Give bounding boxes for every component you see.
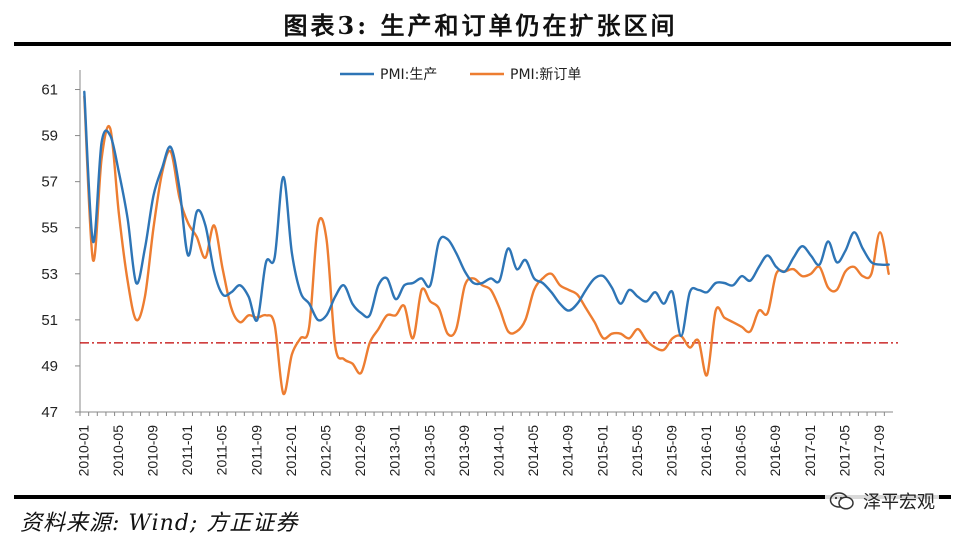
x-tick-label: 2014-09 (560, 425, 576, 477)
x-tick-label: 2016-05 (733, 425, 749, 477)
series-line-new-orders (83, 95, 890, 395)
x-tick-label: 2011-05 (214, 425, 230, 476)
x-tick-label: 2017-01 (802, 425, 818, 477)
x-tick-label: 2014-01 (490, 425, 506, 477)
y-tick-label: 51 (41, 312, 58, 329)
x-tick-label: 2012-05 (317, 425, 333, 477)
x-tick-label: 2013-05 (421, 425, 437, 477)
x-tick-label: 2013-01 (387, 425, 403, 477)
legend-label-production: PMI:生产 (380, 67, 437, 83)
y-tick-label: 59 (41, 128, 58, 145)
x-tick-label: 2015-09 (663, 425, 679, 477)
x-tick-label: 2015-01 (594, 425, 610, 477)
watermark-text: 泽平宏观 (863, 492, 935, 513)
x-tick-label: 2016-01 (698, 425, 714, 477)
y-tick-label: 57 (41, 174, 58, 191)
legend-label-new-orders: PMI:新订单 (510, 67, 581, 83)
watermark: 泽平宏观 (825, 486, 939, 516)
series-line-production (83, 90, 890, 338)
wechat-icon (829, 492, 854, 510)
x-tick-label: 2011-09 (248, 425, 264, 476)
x-tick-label: 2010-09 (145, 425, 161, 477)
x-tick-label: 2010-05 (110, 425, 126, 477)
x-tick-label: 2011-01 (179, 425, 195, 476)
figure-title: 图表3: 生产和订单仍在扩张区间 (283, 11, 678, 40)
x-tick-label: 2017-09 (871, 425, 887, 477)
y-tick-label: 49 (41, 358, 58, 375)
y-tick-label: 53 (41, 266, 58, 283)
x-tick-label: 2013-09 (456, 425, 472, 477)
y-tick-label: 47 (41, 404, 58, 421)
footer-rule (14, 495, 951, 499)
title-rule (14, 42, 951, 46)
x-tick-label: 2012-01 (283, 425, 299, 477)
pmi-line-chart: 47 49 51 53 55 57 59 61 2010-01 2010-05 2010-09 201… (41, 67, 898, 477)
y-tick-label: 61 (41, 82, 58, 99)
x-tick-label: 2017-05 (836, 425, 852, 477)
x-tick-label: 2010-01 (75, 425, 91, 477)
x-tick-label: 2012-09 (352, 425, 368, 477)
x-tick-label: 2014-05 (525, 425, 541, 477)
source-note: 资料来源: Wind; 方正证券 (20, 511, 299, 536)
y-tick-label: 55 (41, 220, 58, 237)
x-tick-label: 2016-09 (767, 425, 783, 477)
x-tick-label: 2015-05 (629, 425, 645, 477)
